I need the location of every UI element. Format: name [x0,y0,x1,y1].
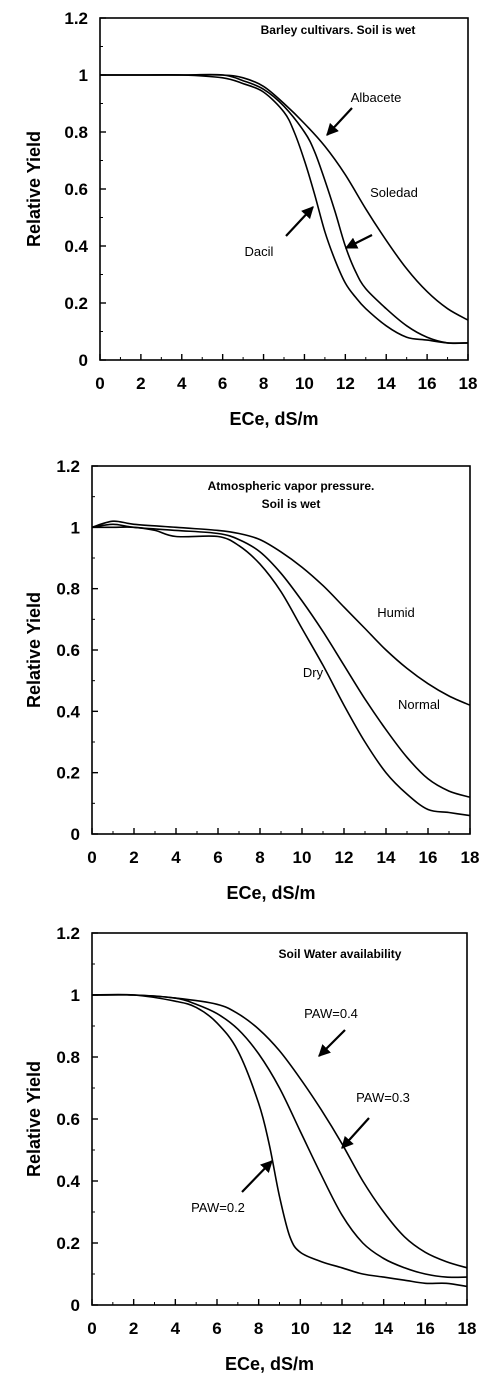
chart-2-xtick-label: 2 [129,848,138,867]
chart-1-ytick-label: 1 [79,66,88,85]
chart-3-arrow-paw-0-3 [341,1117,370,1149]
chart-3-ytick-label: 0.8 [56,1048,80,1067]
chart-1-x-axis-title: ECe, dS/m [229,409,318,429]
chart-3-series-paw-0-4-line [91,993,468,1269]
chart-2-ytick-label: 0.8 [56,580,80,599]
chart-2-ytick-label: 0.2 [56,764,80,783]
chart-1-ytick-label: 0.8 [64,123,88,142]
chart-3-label-paw-0-4: PAW=0.4 [304,1006,358,1021]
chart-3-ytick-label: 1 [71,986,80,1005]
chart-2-xtick-label: 4 [171,848,181,867]
chart-2-xtick-label: 16 [419,848,438,867]
chart-1-ytick-label: 0.2 [64,294,88,313]
chart-1-label-soledad: Soledad [370,185,418,200]
chart-2-xtick-label: 18 [461,848,480,867]
chart-3-ytick-label: 0 [71,1296,80,1315]
chart-1-xtick-label: 16 [418,374,437,393]
chart-3-xtick-label: 16 [416,1319,435,1338]
chart-2-label-dry: Dry [303,665,324,680]
chart-3-xtick-label: 4 [171,1319,181,1338]
chart-3-ytick-label: 0.4 [56,1172,80,1191]
chart-2-ytick-label: 0 [71,825,80,844]
chart-1-label-dacil: Dacil [245,244,274,259]
chart-2-series-humid-line [91,520,471,706]
chart-2-ytick-label: 0.6 [56,641,80,660]
chart-2-y-axis-title: Relative Yield [24,592,44,708]
chart-1-xtick-label: 0 [95,374,104,393]
chart-3-ytick-label: 1.2 [56,924,80,943]
chart-2-ytick-label: 0.4 [56,702,80,721]
chart-3-xtick-label: 18 [458,1319,477,1338]
chart-3-ytick-label: 0.2 [56,1234,80,1253]
chart-3-label-paw-0-2: PAW=0.2 [191,1200,245,1215]
chart-3-arrow-paw-0-2 [241,1160,273,1193]
chart-2-label-humid: Humid [377,605,415,620]
chart-1-ytick-label: 0.4 [64,237,88,256]
chart-2-xtick-label: 6 [213,848,222,867]
chart-1-arrow-albacete [326,107,353,136]
chart-1-xtick-label: 12 [336,374,355,393]
chart-3-x-axis-title: ECe, dS/m [225,1354,314,1374]
chart-2-xtick-label: 14 [377,848,396,867]
chart-2-plot-frame [91,465,471,835]
chart-1-xtick-label: 8 [259,374,268,393]
chart-3-xtick-label: 6 [212,1319,221,1338]
chart-2-xtick-label: 10 [293,848,312,867]
chart-1-ytick-label: 1.2 [64,9,88,28]
chart-1-xtick-label: 4 [177,374,187,393]
chart-2-label-normal: Normal [398,697,440,712]
chart-1-ytick-label: 0 [79,351,88,370]
chart-1-ytick-label: 0.6 [64,180,88,199]
chart-1-xtick-label: 10 [295,374,314,393]
chart-1-series-dacil-line [99,73,469,344]
chart-3-xtick-label: 2 [129,1319,138,1338]
chart-3-label-paw-0-3: PAW=0.3 [356,1090,410,1105]
chart-2-xtick-label: 8 [255,848,264,867]
chart-1-y-axis-title: Relative Yield [24,131,44,247]
chart-1-series-soledad-line [99,73,469,345]
chart-3-series-paw-0-3-line [91,993,468,1279]
chart-2-ytick-label: 1.2 [56,457,80,476]
chart-3-series-paw-0-2-line [91,993,468,1288]
chart-3-xtick-label: 12 [333,1319,352,1338]
chart-3-plot-frame [91,932,468,1306]
chart-2-xtick-label: 0 [87,848,96,867]
chart-1-xtick-label: 14 [377,374,396,393]
chart-1-xtick-label: 2 [136,374,145,393]
chart-2-series-dry-line [92,526,471,817]
chart-3-xtick-label: 10 [291,1319,310,1338]
chart-2-title: Atmospheric vapor pressure. [208,479,375,493]
chart-2-x-axis-title: ECe, dS/m [226,883,315,903]
chart-2-ytick-label: 1 [71,518,80,537]
chart-2-title: Soil is wet [262,497,321,511]
chart-3-ytick-label: 0.6 [56,1110,80,1129]
chart-1-xtick-label: 6 [218,374,227,393]
chart-2-series-normal-line [91,523,471,798]
chart-1-arrow-dacil [285,206,314,237]
chart-3-title: Soil Water availability [279,947,402,961]
chart-3-xtick-label: 0 [87,1319,96,1338]
chart-3-xtick-label: 14 [374,1319,393,1338]
chart-1-label-albacete: Albacete [351,90,402,105]
chart-3-arrow-paw-0-4 [318,1029,346,1057]
chart-2-xtick-label: 12 [335,848,354,867]
chart-3-xtick-label: 8 [254,1319,263,1338]
chart-3-y-axis-title: Relative Yield [24,1061,44,1177]
chart-1-xtick-label: 18 [459,374,478,393]
chart-1-arrow-soledad [344,234,373,249]
chart-1-title: Barley cultivars. Soil is wet [261,23,416,37]
